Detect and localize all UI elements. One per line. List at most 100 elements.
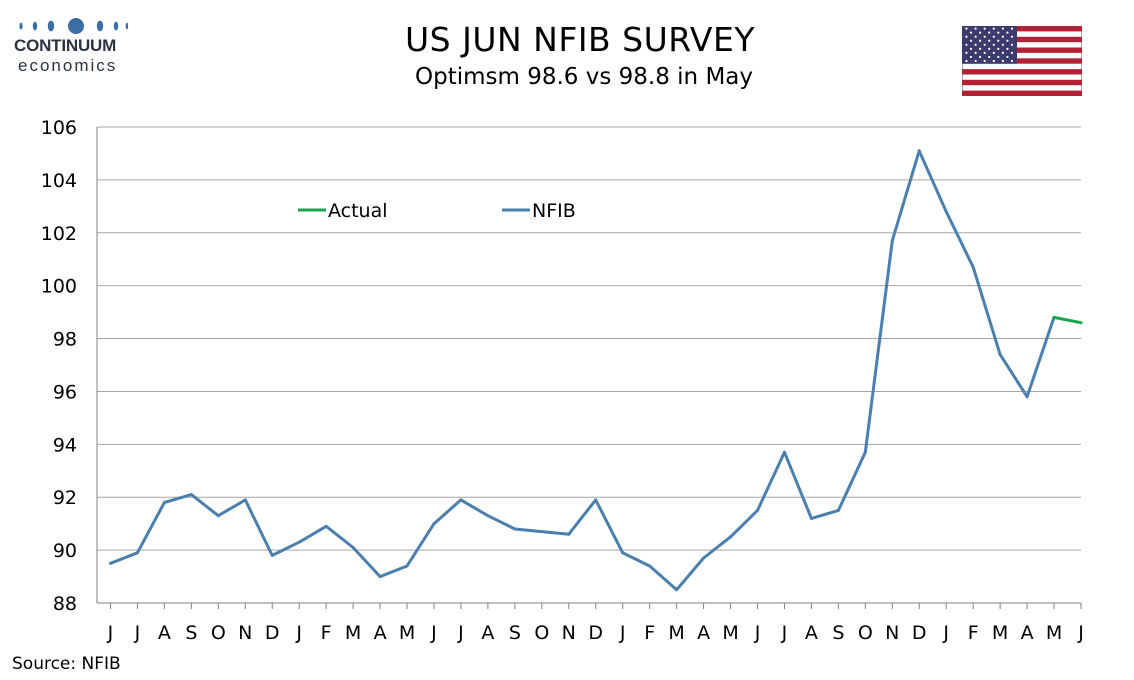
data-point-nfib: [971, 265, 975, 269]
data-point-nfib: [944, 210, 948, 214]
data-point-nfib: [998, 352, 1002, 356]
y-tick-label: 102: [41, 223, 77, 245]
x-tick-label: A: [158, 622, 171, 644]
y-tick-label: 94: [53, 434, 77, 456]
x-tick-label: D: [912, 622, 927, 644]
y-tick-label: 106: [41, 117, 77, 139]
x-tick-label: O: [534, 622, 549, 644]
data-point-nfib: [135, 551, 139, 555]
x-tick-label: A: [374, 622, 387, 644]
chart-subtitle: Optimsm 98.6 vs 98.8 in May: [415, 64, 753, 90]
data-point-nfib: [270, 553, 274, 557]
x-tick-label: N: [562, 622, 576, 644]
x-tick-label: A: [805, 622, 818, 644]
x-tick-label: M: [668, 622, 684, 644]
x-tick-label: F: [321, 622, 332, 644]
data-point-nfib: [863, 450, 867, 454]
x-tick-label: D: [588, 622, 603, 644]
x-tick-label: J: [430, 622, 437, 644]
data-point-nfib: [405, 564, 409, 568]
x-tick-label: J: [1077, 622, 1084, 644]
x-tick-label: A: [697, 622, 710, 644]
x-tick-label: J: [134, 622, 141, 644]
us-flag-icon: [962, 26, 1082, 96]
data-point-nfib: [782, 450, 786, 454]
data-point-nfib: [297, 540, 301, 544]
data-point-nfib: [621, 551, 625, 555]
data-point-nfib: [108, 561, 112, 565]
logo-subtitle: economics: [18, 56, 118, 75]
y-tick-label: 90: [53, 540, 77, 562]
data-point-nfib: [755, 508, 759, 512]
data-point-nfib: [351, 545, 355, 549]
data-point-nfib: [324, 524, 328, 528]
logo-name: CONTINUUM: [14, 36, 117, 55]
x-tick-label: N: [238, 622, 252, 644]
source-note: Source: NFIB: [12, 654, 121, 674]
x-tick-label: F: [644, 622, 655, 644]
legend: Actual NFIB: [298, 200, 576, 222]
x-tick-label: M: [1046, 622, 1062, 644]
legend-label-nfib: NFIB: [532, 200, 576, 222]
y-tick-label: 98: [53, 329, 77, 351]
chart-title: US JUN NFIB SURVEY: [405, 20, 755, 59]
data-point-nfib: [702, 556, 706, 560]
legend-label-actual: Actual: [328, 200, 388, 222]
data-point-nfib: [432, 522, 436, 526]
x-tick-label: J: [619, 622, 626, 644]
data-point-nfib: [594, 498, 598, 502]
data-point-actual: [1079, 321, 1083, 325]
x-tick-label: D: [265, 622, 280, 644]
x-tick-label: A: [1021, 622, 1034, 644]
x-tick-label: J: [457, 622, 464, 644]
x-tick-label: N: [885, 622, 899, 644]
data-point-nfib: [729, 535, 733, 539]
x-tick-label: O: [858, 622, 873, 644]
x-tick-label: M: [992, 622, 1008, 644]
y-tick-label: 100: [41, 276, 77, 298]
grid-lines: [97, 126, 1081, 604]
data-point-nfib: [890, 239, 894, 243]
logo-dots-icon: [19, 18, 128, 34]
series-line-nfib: [109, 149, 1056, 592]
y-tick-labels: 88 90 92 94 96 98 100 102 104 106: [41, 117, 77, 615]
y-tick-label: 104: [41, 170, 77, 192]
x-tick-label: A: [481, 622, 494, 644]
data-point-nfib: [378, 575, 382, 579]
x-tick-label: J: [754, 622, 761, 644]
x-tick-label: J: [107, 622, 114, 644]
y-tick-label: 88: [53, 593, 77, 615]
data-point-nfib: [809, 516, 813, 520]
data-point-nfib: [486, 514, 490, 518]
data-point-nfib: [567, 532, 571, 536]
data-point-nfib: [648, 564, 652, 568]
series-line-actual: [1053, 315, 1082, 325]
x-tick-label: M: [722, 622, 738, 644]
x-tick-label: J: [781, 622, 788, 644]
data-point-nfib: [675, 588, 679, 592]
data-point-nfib: [243, 498, 247, 502]
x-tick-label: M: [345, 622, 361, 644]
data-point-nfib: [540, 530, 544, 534]
x-tick-label: M: [399, 622, 415, 644]
axes: [96, 127, 1082, 609]
x-tick-label: O: [211, 622, 226, 644]
x-tick-label: F: [968, 622, 979, 644]
data-point-nfib: [162, 501, 166, 505]
x-tick-label: S: [832, 622, 844, 644]
data-point-actual: [1052, 315, 1056, 319]
x-tick-label: J: [942, 622, 949, 644]
data-point-nfib: [216, 514, 220, 518]
data-point-nfib: [189, 493, 193, 497]
x-tick-label: S: [185, 622, 197, 644]
series-lines: [108, 149, 1083, 592]
x-tick-label: S: [509, 622, 521, 644]
y-tick-label: 96: [53, 381, 77, 403]
data-point-nfib: [836, 508, 840, 512]
y-tick-label: 92: [53, 487, 77, 509]
data-point-nfib: [513, 527, 517, 531]
continuum-economics-logo: CONTINUUM economics: [14, 12, 144, 82]
data-point-nfib: [459, 498, 463, 502]
